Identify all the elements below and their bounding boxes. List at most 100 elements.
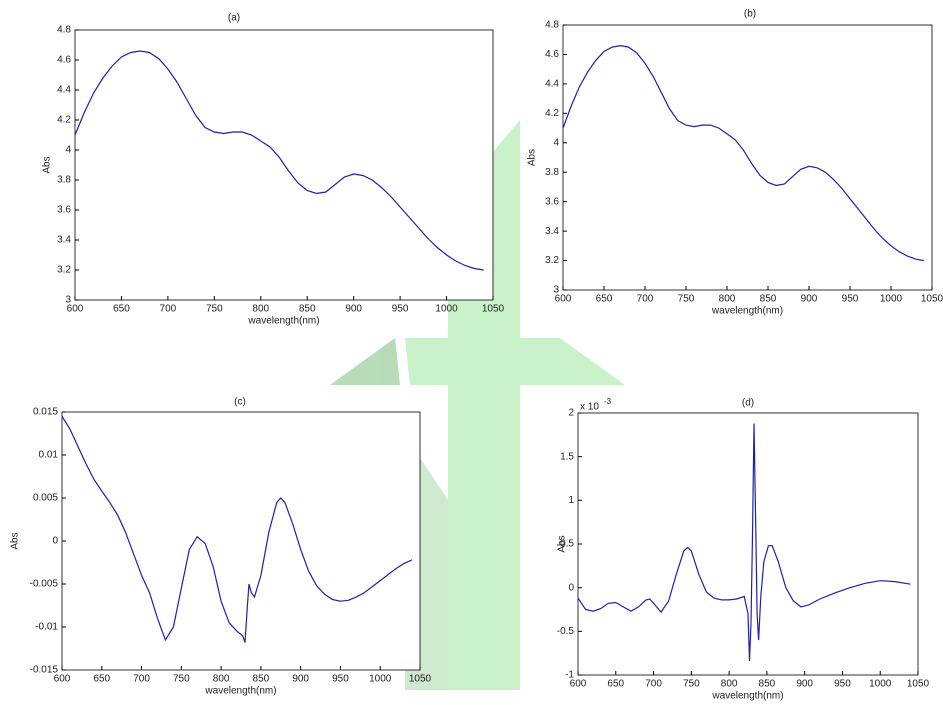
data-line [577,423,911,662]
watermark-arm [405,338,625,385]
chart-title: (a) [228,13,240,24]
y-tick-label: 2 [568,408,574,419]
x-tick-label: 650 [93,674,110,685]
y-tick-label: 0.015 [33,407,58,418]
y-tick-label: 4.8 [545,20,559,31]
x-tick-label: 750 [206,304,223,315]
data-line [562,44,924,262]
y-tick-label: 4.2 [545,108,559,119]
x-tick-label: 750 [678,294,695,305]
x-tick-label: 650 [607,679,624,690]
x-tick-label: 850 [299,304,316,315]
y-multiplier: x 10 [580,402,599,413]
chart-title: (d) [742,398,754,409]
x-axis-label: wavelength(nm) [204,686,276,697]
y-axis-label: Abs [557,535,568,552]
y-tick-label: 4 [553,137,559,148]
y-axis-label: Abs [42,156,53,173]
plot-area [61,411,421,671]
y-tick-label: 3.4 [545,226,559,237]
chart-panel: 600 650 700 750 800 850 900 950 1000 1050 3 3.2 3.4 3… [527,9,943,317]
data-line [61,415,413,643]
x-tick-label: 1000 [880,294,903,305]
x-tick-label: 600 [555,294,572,305]
y-tick-label: 3.6 [545,196,559,207]
x-tick-label: 700 [133,674,150,685]
y-multiplier-exponent: -3 [604,397,612,406]
y-tick-label: 3 [553,285,559,296]
x-tick-label: 900 [345,304,362,315]
x-tick-label: 850 [759,679,776,690]
x-tick-label: 650 [596,294,613,305]
y-tick-label: 4 [65,145,71,156]
x-tick-label: 650 [113,304,130,315]
y-tick-label: 4.6 [545,49,559,60]
x-tick-label: 750 [683,679,700,690]
x-tick-label: 950 [392,304,409,315]
chart-panel: 600 650 700 750 800 850 900 950 1000 1050 -1 -0.5 0 0… [557,397,930,702]
x-tick-label: 800 [719,294,736,305]
x-axis-label: wavelength(nm) [711,306,783,317]
chart-panel: 600 650 700 750 800 850 900 950 1000 1050 3 3.2 3.4 3… [42,13,505,327]
x-tick-label: 1000 [869,679,892,690]
y-tick-label: 4.4 [545,79,559,90]
x-tick-label: 700 [637,294,654,305]
y-axis-label: Abs [10,532,21,549]
x-tick-label: 950 [842,294,859,305]
y-tick-label: 3.8 [57,175,71,186]
x-tick-label: 1000 [435,304,458,315]
y-tick-label: 1 [568,495,574,506]
x-tick-label: 900 [801,294,818,305]
y-tick-label: -0.015 [30,665,59,676]
y-tick-label: 4.2 [57,115,71,126]
x-tick-label: 950 [332,674,349,685]
y-tick-label: -1 [565,670,574,681]
y-tick-label: -0.005 [30,579,59,590]
y-tick-label: 3.6 [57,205,71,216]
data-line [74,50,484,271]
y-tick-label: 0 [568,582,574,593]
y-tick-label: -0.01 [35,622,58,633]
x-tick-label: 1050 [409,674,432,685]
chart-title: (b) [744,9,756,20]
x-tick-label: 600 [570,679,587,690]
y-tick-label: 3.2 [57,265,71,276]
y-tick-label: 4.4 [57,85,71,96]
x-tick-label: 1050 [482,304,505,315]
y-tick-label: 4.8 [57,25,71,36]
x-tick-label: 700 [645,679,662,690]
y-tick-label: 3.4 [57,235,71,246]
y-tick-label: -0.5 [557,626,575,637]
y-tick-label: 3.2 [545,255,559,266]
x-tick-label: 1050 [907,679,930,690]
x-tick-label: 1050 [921,294,943,305]
y-tick-label: 0 [52,536,58,547]
x-tick-label: 900 [796,679,813,690]
y-tick-label: 3 [65,295,71,306]
x-tick-label: 1000 [369,674,392,685]
y-tick-label: 0.005 [33,493,58,504]
x-tick-label: 850 [760,294,777,305]
watermark-leaf [330,338,400,385]
y-axis-label: Abs [527,149,538,166]
x-tick-label: 800 [721,679,738,690]
y-tick-label: 0.01 [39,450,59,461]
x-tick-label: 600 [67,304,84,315]
y-tick-label: 1.5 [560,451,574,462]
x-tick-label: 600 [54,674,71,685]
x-tick-label: 800 [252,304,269,315]
x-axis-label: wavelength(nm) [711,691,783,702]
x-tick-label: 950 [834,679,851,690]
plot-area [577,412,919,676]
x-tick-label: 750 [173,674,190,685]
y-tick-label: 3.8 [545,167,559,178]
x-tick-label: 700 [160,304,177,315]
x-axis-label: wavelength(nm) [247,316,319,327]
x-tick-label: 900 [292,674,309,685]
chart-title: (c) [234,397,246,408]
y-tick-label: 4.6 [57,55,71,66]
y-tick-label: 0.5 [560,539,574,550]
x-tick-label: 800 [213,674,230,685]
x-tick-label: 850 [253,674,270,685]
